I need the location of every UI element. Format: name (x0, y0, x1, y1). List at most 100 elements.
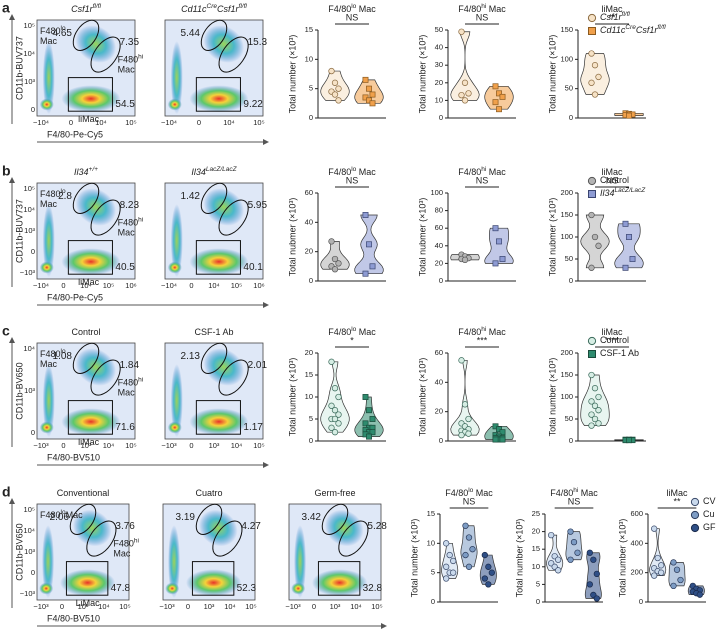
data-point (595, 73, 602, 81)
data-point (450, 557, 457, 565)
text-part: F480 (118, 378, 139, 388)
violin (668, 562, 686, 587)
gate-hi (218, 199, 249, 236)
gate-value: 3.76 (115, 521, 135, 532)
y-tick-label: 60 (305, 188, 313, 197)
y-tick-label: 100 (560, 54, 573, 63)
gate-value: 52.3 (237, 583, 257, 594)
data-point (328, 67, 335, 75)
violin-y-label: Total nubmer (×10³) (547, 198, 557, 277)
text-part: hi (138, 217, 143, 224)
y-tick-label: 20 (532, 527, 540, 536)
data-point (567, 528, 574, 535)
density (60, 569, 116, 597)
data-point (458, 357, 465, 364)
y-tick-label: 600 (630, 509, 643, 518)
flow-plot-title: Csf1rfl/fl (71, 3, 101, 14)
text-part: CV (703, 496, 716, 506)
data-point (485, 581, 492, 588)
violin-title: F4/80hi Mac (550, 487, 598, 498)
y-tick-label: 400 (630, 538, 643, 547)
flow-x-tick: −10⁴ (33, 118, 49, 127)
violin-title: liMac (666, 488, 688, 498)
text-part: Cu (703, 509, 715, 519)
text-part: Cre (625, 24, 636, 31)
panel-letter: a (2, 0, 10, 16)
flow-x-tick: −10³ (285, 602, 301, 611)
flow-x-tick: 0 (60, 602, 64, 611)
flow-x-tick: 10⁴ (223, 118, 235, 127)
data-point (462, 522, 469, 529)
y-tick-label: 40 (435, 43, 443, 52)
text-part: Csf1r (636, 25, 659, 35)
text-part: LacZ/LacZ (206, 166, 238, 173)
flow-x-tick: 10⁵ (371, 602, 382, 611)
flow-y-tick: 10³ (24, 77, 35, 86)
gate-limac (195, 240, 241, 275)
y-tick-label: 50 (565, 84, 573, 93)
flow-x-tick: 10⁵ (119, 602, 130, 611)
y-tick-label: 10 (305, 54, 313, 63)
y-tick-label: 20 (305, 348, 313, 357)
data-point (461, 79, 469, 86)
text-part: F4/80 (458, 327, 481, 337)
text-part: hi (138, 377, 143, 384)
data-point (335, 260, 342, 267)
density (189, 85, 249, 113)
density (170, 41, 183, 115)
text-part: Control (600, 175, 629, 185)
y-tick-label: 10 (435, 95, 443, 104)
text-part: CSF-1 Ab (600, 348, 639, 358)
gate-label: liMac (78, 437, 100, 447)
data-point (586, 549, 593, 556)
y-tick-label: 0 (569, 113, 573, 122)
gate-limac (65, 561, 109, 596)
data-point (696, 591, 703, 598)
flow-x-tick: 10³ (78, 602, 89, 611)
arrow-head (381, 623, 387, 629)
y-tick-label: 15 (305, 25, 313, 34)
flow-x-tick: 10⁵ (253, 118, 264, 127)
gate-value: 54.5 (115, 99, 135, 110)
gate-hi (90, 359, 121, 396)
arrow-head (9, 14, 15, 20)
gate-label: F480hi Mac (118, 377, 144, 398)
data-point (492, 83, 499, 90)
data-point (481, 551, 488, 559)
text-part: F4/80 (458, 167, 481, 177)
data-point (677, 576, 684, 584)
significance: NS (463, 496, 476, 506)
text-part: Csf1r (217, 4, 240, 14)
text-part: Control (600, 335, 629, 345)
gate-value: 5.95 (248, 200, 268, 211)
violin-y-label: Total number (×10³) (514, 519, 524, 598)
density (167, 261, 182, 274)
data-point (465, 534, 473, 541)
data-point (331, 266, 339, 273)
density (186, 569, 242, 597)
flow-x-tick: 10⁴ (231, 441, 243, 450)
flow-x-tick: 0 (197, 118, 201, 127)
flow-x-tick: 10³ (330, 602, 341, 611)
text-part: F4/80 (458, 4, 481, 14)
y-tick-label: 5 (536, 579, 540, 588)
text-part: F480 (40, 189, 61, 199)
arrow-head (263, 462, 269, 468)
data-point (469, 546, 476, 553)
data-point (443, 540, 450, 547)
gate-label: liMac (78, 277, 100, 287)
data-point (369, 263, 376, 270)
violin-title: F4/80lo Mac (445, 487, 493, 498)
density (170, 364, 183, 438)
density (167, 98, 182, 111)
data-point (362, 420, 369, 427)
flow-y-tick: 0 (31, 568, 35, 577)
flow-plot-title: Cd11cCreCsf1rfl/fl (181, 3, 247, 14)
significance: NS (568, 496, 581, 506)
significance: NS (346, 12, 359, 22)
data-point (595, 420, 602, 427)
violin-title: F4/80hi Mac (458, 326, 506, 337)
data-point (369, 100, 376, 107)
data-point (331, 415, 339, 423)
data-point (443, 563, 450, 570)
